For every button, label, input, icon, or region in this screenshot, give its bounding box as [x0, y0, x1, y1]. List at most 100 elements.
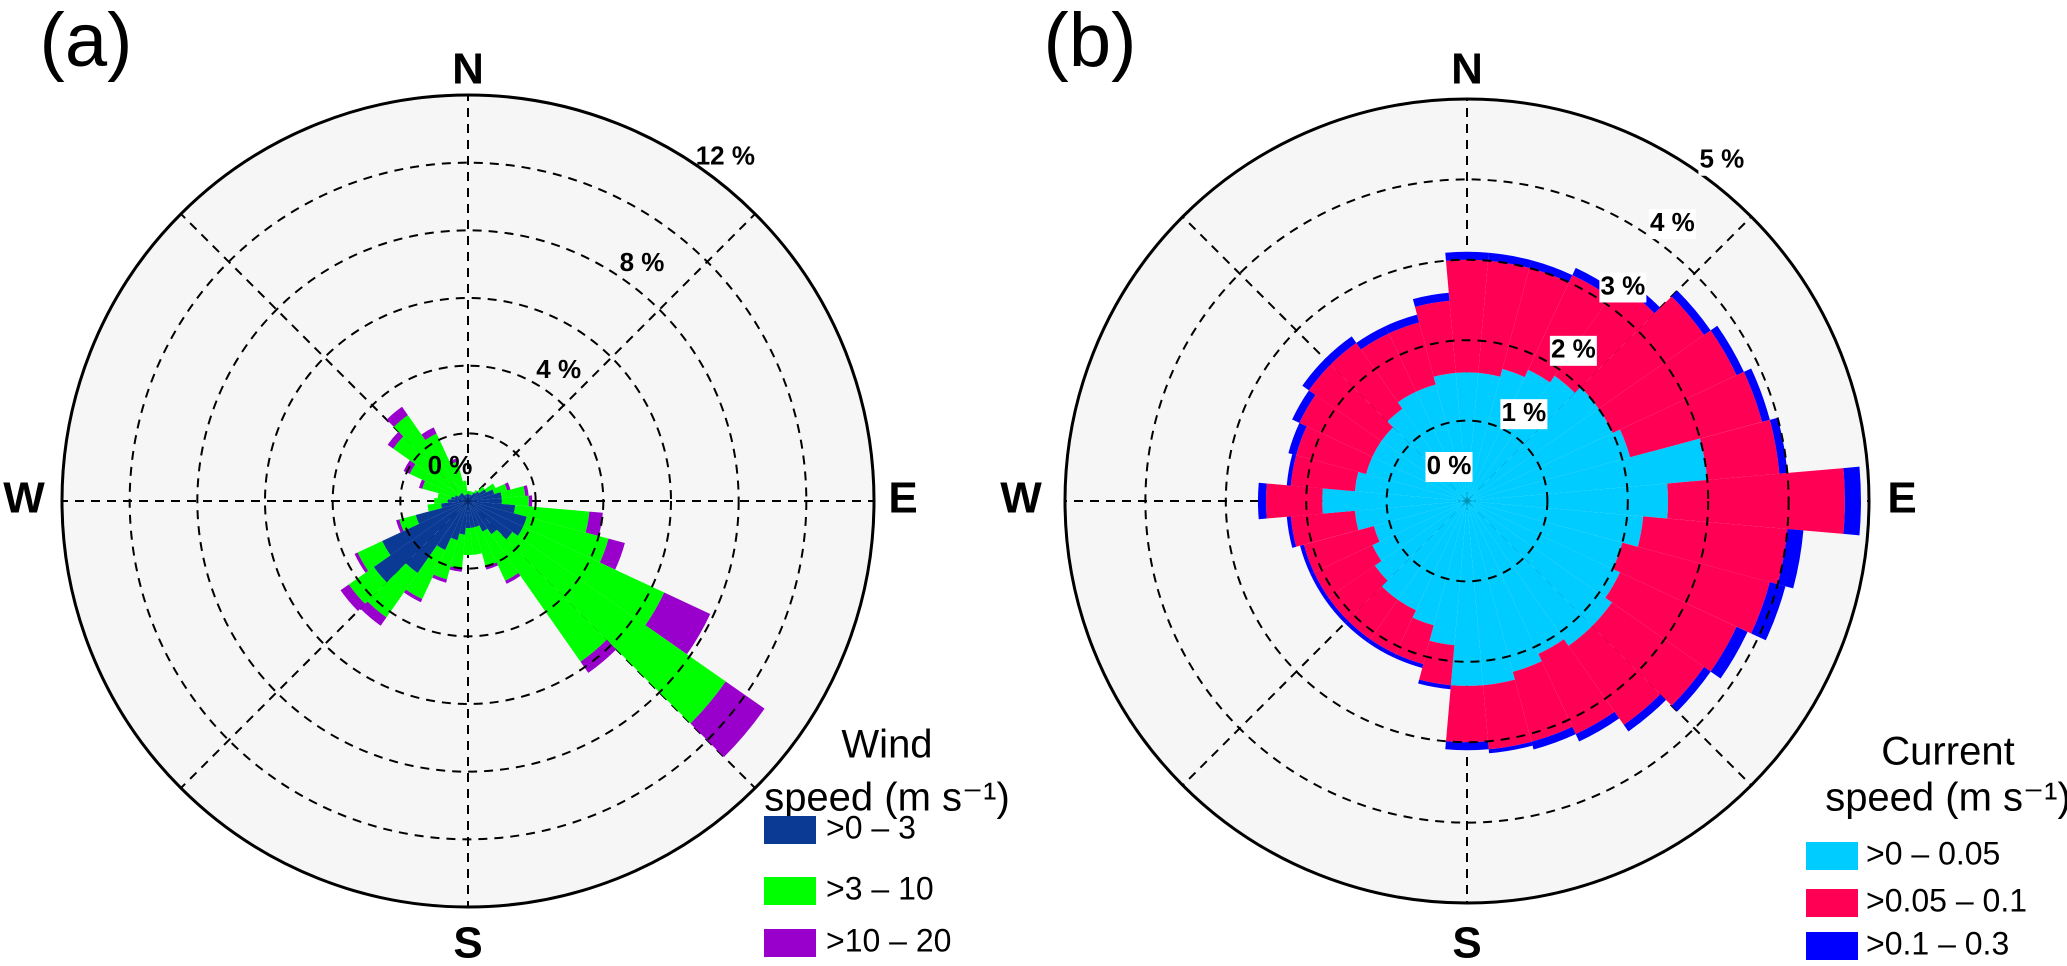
- legend-label: >0 – 3: [826, 809, 916, 845]
- sector-segment: [437, 493, 452, 500]
- sector-segment: [1512, 661, 1573, 742]
- sector-segment: [340, 584, 366, 612]
- sector-segment: [422, 480, 456, 498]
- sector-segment: [454, 495, 468, 501]
- legend-title: Current: [1881, 730, 2014, 774]
- sector-segment: [468, 501, 488, 532]
- sector-segment: [1344, 620, 1371, 643]
- tick-label-box: [1599, 272, 1647, 303]
- sector-segment: [1605, 572, 1737, 672]
- sector-segment: [465, 494, 468, 501]
- sector-segment: [415, 501, 468, 524]
- sector-segment: [1303, 525, 1380, 573]
- sector-segment: [1467, 429, 1631, 501]
- sector-segment: [468, 490, 471, 495]
- sector-segment: [484, 483, 496, 493]
- grid-ring: [1144, 178, 1790, 824]
- sector-segment: [1445, 259, 1489, 373]
- sector-segment: [468, 494, 472, 501]
- panel-label: (b): [1044, 0, 1137, 83]
- sector-segment: [1710, 325, 1744, 376]
- sector-segment: [1620, 371, 1763, 458]
- sector-segment: [1710, 626, 1748, 679]
- grid-ring: [1385, 419, 1549, 583]
- sector-segment: [1528, 275, 1610, 383]
- compass-label: N: [452, 45, 484, 94]
- compass-label: E: [888, 474, 917, 523]
- sector-segment: [1467, 501, 1644, 547]
- sector-segment: [467, 494, 469, 501]
- sector-segment: [1592, 602, 1705, 706]
- sector-segment: [1467, 501, 1564, 655]
- sector-segment: [468, 498, 502, 504]
- tick-label-box: [1500, 399, 1548, 430]
- sector-segment: [1467, 372, 1501, 501]
- legend-swatch: [764, 877, 816, 905]
- sector-segment: [1467, 501, 1621, 598]
- sector-segment: [464, 494, 468, 501]
- sector-segment: [1575, 711, 1620, 742]
- sector-segment: [1843, 466, 1861, 536]
- r-tick-label: 12 %: [696, 140, 755, 170]
- sector-segment: [1381, 501, 1467, 600]
- grid-ring: [1224, 258, 1710, 744]
- sector-segment: [1354, 471, 1467, 501]
- sector-segment: [1290, 455, 1359, 492]
- sector-segment: [427, 503, 442, 512]
- sector-segment: [1429, 501, 1467, 646]
- grid-ring: [128, 161, 808, 841]
- sector-segment: [1370, 599, 1417, 655]
- sector-segment: [1623, 694, 1666, 732]
- compass-label: S: [453, 919, 482, 966]
- sector-segment: [409, 464, 460, 497]
- r-tick-label: 4 %: [536, 354, 581, 384]
- sector-segment: [433, 537, 458, 580]
- sector-segment: [1598, 330, 1737, 434]
- sector-segment: [360, 601, 387, 626]
- sector-segment: [1302, 358, 1331, 391]
- sector-segment: [1467, 501, 1515, 686]
- legend-title: speed (m s⁻¹): [1825, 776, 2067, 820]
- sector-segment: [491, 529, 607, 662]
- sector-segment: [405, 501, 468, 574]
- sector-segment: [599, 538, 625, 570]
- tick-label-box: [1698, 145, 1746, 176]
- sector-segment: [1467, 408, 1613, 501]
- sector-segment: [1419, 640, 1455, 686]
- sector-segment: [1445, 685, 1489, 743]
- sector-segment: [399, 515, 419, 532]
- sector-segment: [1286, 516, 1297, 548]
- sector-segment: [1467, 501, 1593, 646]
- sector-segment: [1286, 454, 1297, 486]
- sector-segment: [396, 519, 404, 533]
- sector-segment: [1488, 741, 1533, 754]
- sector-segment: [354, 552, 369, 573]
- r-tick-label: 2 %: [1551, 334, 1596, 364]
- sector-segment: [1328, 565, 1388, 621]
- sector-segment: [1308, 364, 1394, 442]
- r-tick-label: 8 %: [620, 247, 665, 277]
- legend-swatch: [764, 816, 816, 844]
- sector-segment: [504, 482, 511, 491]
- sector-segment: [1266, 483, 1323, 519]
- sector-segment: [1612, 542, 1770, 634]
- sector-segment: [418, 479, 426, 489]
- sector-segment: [463, 527, 473, 556]
- compass-label: W: [3, 474, 45, 523]
- legend-label: >0.1 – 0.3: [1866, 925, 2009, 961]
- sector-segment: [1467, 501, 1612, 627]
- sector-segment: [1395, 617, 1434, 665]
- sector-segment: [450, 533, 466, 569]
- r-tick-label: 1 %: [1501, 397, 1546, 427]
- sector-segment: [462, 480, 468, 495]
- legend-title: Wind: [841, 723, 932, 767]
- sector-segment: [460, 492, 468, 501]
- sector-segment: [425, 433, 466, 496]
- sector-segment: [505, 573, 521, 584]
- sector-segment: [482, 528, 519, 581]
- sector-segment: [468, 501, 497, 535]
- sector-segment: [1671, 667, 1711, 712]
- sector-segment: [528, 495, 533, 507]
- outer-ring: [60, 93, 876, 909]
- sector-segment: [434, 498, 448, 504]
